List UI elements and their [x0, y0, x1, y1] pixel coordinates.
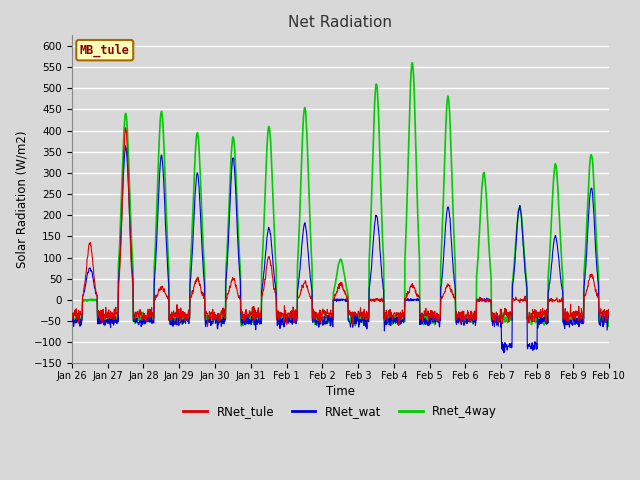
Rnet_4way — [188, 248, 195, 254]
Rnet_4way — [248, 317, 255, 323]
RNet_wat — [541, 315, 549, 321]
RNet_tule — [68, 315, 76, 321]
Rnet_4way — [541, 320, 549, 325]
RNet_wat — [188, 263, 195, 268]
RNet_wat — [175, 316, 182, 322]
RNet_wat — [424, 322, 431, 328]
Rnet_4way — [68, 316, 76, 322]
Rnet_4way — [494, 315, 502, 321]
RNet_tule — [494, 315, 502, 321]
RNet_wat — [605, 312, 612, 317]
Legend: RNet_tule, RNet_wat, Rnet_4way: RNet_tule, RNet_wat, Rnet_4way — [179, 401, 502, 423]
Rnet_4way — [605, 315, 612, 321]
Rnet_4way — [424, 316, 431, 322]
RNet_tule — [122, 125, 129, 131]
Rnet_4way — [408, 60, 416, 66]
Y-axis label: Solar Radiation (W/m2): Solar Radiation (W/m2) — [15, 131, 28, 268]
RNet_tule — [424, 308, 432, 314]
RNet_tule — [541, 321, 549, 326]
RNet_tule — [248, 311, 256, 317]
RNet_tule — [188, 294, 195, 300]
Rnet_4way — [604, 324, 612, 329]
Rnet_4way — [174, 317, 182, 323]
X-axis label: Time: Time — [326, 385, 355, 398]
RNet_wat — [122, 143, 129, 149]
RNet_wat — [500, 350, 508, 356]
Line: RNet_tule: RNet_tule — [72, 128, 609, 326]
RNet_wat — [248, 313, 255, 319]
RNet_tule — [204, 324, 211, 329]
Title: Net Radiation: Net Radiation — [288, 15, 392, 30]
RNet_tule — [605, 307, 612, 312]
Line: Rnet_4way: Rnet_4way — [72, 63, 609, 326]
RNet_wat — [494, 320, 502, 326]
Line: RNet_wat: RNet_wat — [72, 146, 609, 353]
RNet_wat — [68, 314, 76, 320]
Text: MB_tule: MB_tule — [80, 44, 130, 57]
RNet_tule — [175, 311, 182, 317]
